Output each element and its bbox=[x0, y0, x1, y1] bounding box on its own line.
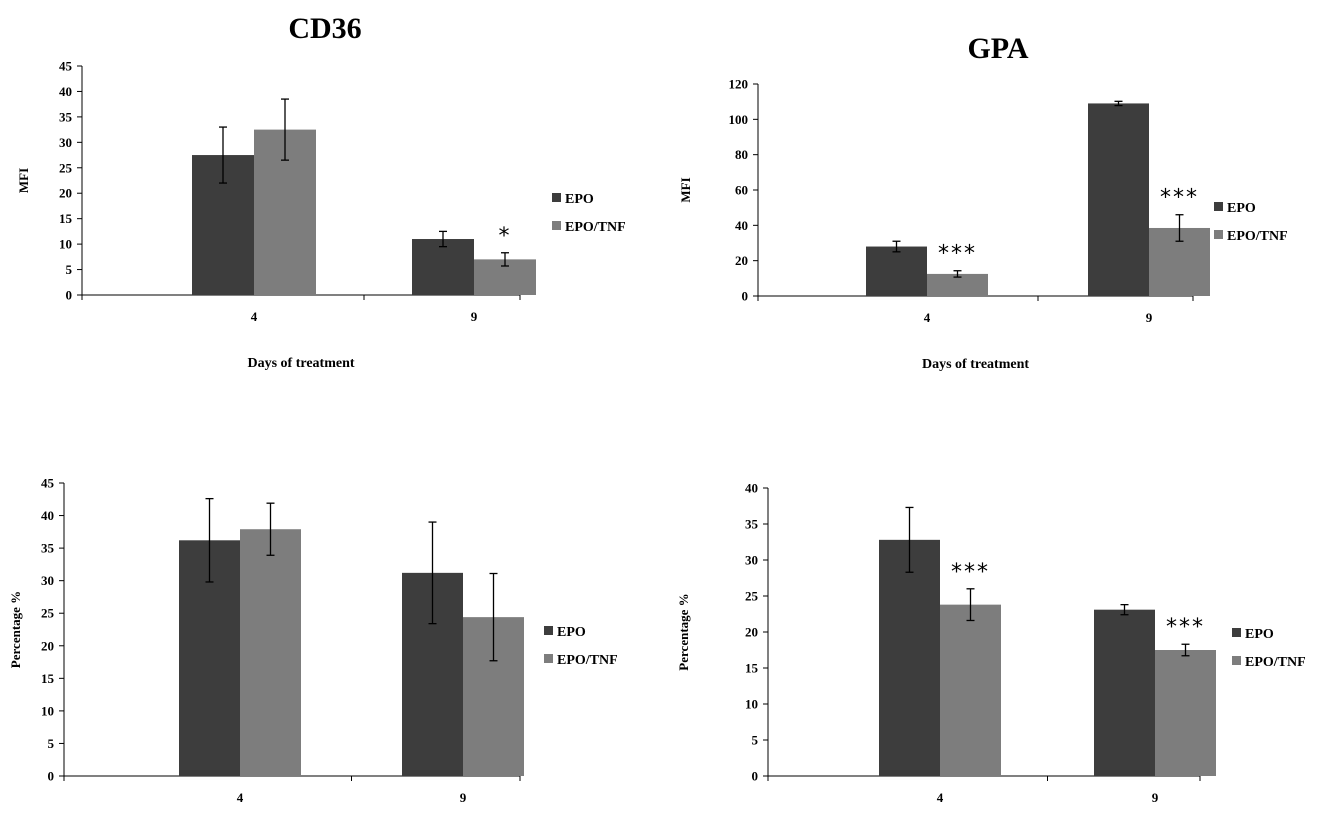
x-axis-label: Days of treatment bbox=[247, 356, 354, 371]
y-tick-label: 20 bbox=[735, 253, 748, 268]
y-tick-label: 30 bbox=[745, 553, 758, 568]
y-tick-label: 40 bbox=[59, 84, 72, 99]
y-tick-label: 25 bbox=[59, 160, 73, 175]
bar-epo-tnf-day-4 bbox=[927, 273, 988, 296]
chart-title: CD36 bbox=[288, 12, 361, 45]
x-tick-label: 4 bbox=[937, 790, 944, 805]
y-tick-label: 35 bbox=[59, 109, 73, 124]
legend-label: EPO/TNF bbox=[565, 220, 626, 235]
y-tick-label: 120 bbox=[729, 77, 749, 92]
y-tick-label: 25 bbox=[41, 606, 55, 621]
y-axis-label: Percentage % bbox=[676, 593, 691, 670]
legend-swatch bbox=[544, 626, 553, 635]
x-tick-label: 4 bbox=[924, 310, 931, 325]
chart-panel-cd36-percentage: 05101520253035404549Days of treatmentPer… bbox=[0, 420, 668, 820]
bar-epo-day-9 bbox=[1088, 103, 1149, 296]
significance-marker: *** bbox=[951, 560, 990, 585]
y-tick-label: 30 bbox=[41, 573, 54, 588]
y-tick-label: 15 bbox=[59, 211, 73, 226]
legend-label: EPO/TNF bbox=[1227, 229, 1288, 244]
y-tick-label: 80 bbox=[735, 147, 748, 162]
y-tick-label: 35 bbox=[745, 517, 759, 532]
y-axis-label: MFI bbox=[16, 168, 31, 193]
y-tick-label: 10 bbox=[745, 697, 758, 712]
y-tick-label: 15 bbox=[745, 661, 759, 676]
significance-marker: *** bbox=[1160, 186, 1199, 211]
y-tick-label: 100 bbox=[729, 112, 749, 127]
legend-swatch bbox=[1232, 628, 1241, 637]
significance-marker: *** bbox=[938, 242, 977, 267]
chart-cd36-percentage: 05101520253035404549Days of treatmentPer… bbox=[8, 476, 618, 806]
chart-cd36: CD36 0 5 10 15 20 25 30 35 40 45 4 9 * Days of treatme… bbox=[16, 12, 626, 371]
y-tick-label: 25 bbox=[745, 589, 759, 604]
y-tick-label: 10 bbox=[41, 703, 54, 718]
legend-swatch bbox=[544, 654, 553, 663]
y-tick-label: 0 bbox=[48, 769, 55, 784]
bar-epo-day-4 bbox=[879, 539, 940, 776]
y-tick-label: 45 bbox=[41, 476, 55, 491]
x-axis-label: Days of treatment bbox=[922, 357, 1029, 372]
y-tick-label: 45 bbox=[59, 59, 73, 74]
significance-marker: *** bbox=[1166, 615, 1205, 640]
y-tick-label: 40 bbox=[41, 508, 54, 523]
x-tick-label: 4 bbox=[251, 309, 258, 324]
legend-label: EPO/TNF bbox=[557, 653, 618, 668]
bar-epo-tnf-day-9 bbox=[1155, 650, 1216, 776]
x-tick-label: 9 bbox=[1146, 310, 1153, 325]
legend-label: EPO/TNF bbox=[1245, 655, 1306, 670]
legend-swatch bbox=[552, 221, 561, 230]
bar-epo-day-4 bbox=[866, 246, 927, 296]
bar-epo-day-9 bbox=[412, 239, 474, 295]
chart-panel-cd36: CD36 0 5 10 15 20 25 30 35 40 45 4 9 * Days of treatme… bbox=[0, 0, 668, 400]
y-tick-label: 5 bbox=[752, 733, 759, 748]
y-axis-label: MFI bbox=[678, 177, 693, 202]
y-tick-label: 20 bbox=[59, 186, 72, 201]
significance-marker: * bbox=[499, 224, 512, 249]
legend-swatch bbox=[1232, 656, 1241, 665]
y-tick-label: 60 bbox=[735, 183, 748, 198]
y-tick-label: 5 bbox=[66, 262, 73, 277]
legend-label: EPO bbox=[565, 192, 594, 207]
y-tick-label: 35 bbox=[41, 541, 55, 556]
legend-swatch bbox=[1214, 230, 1223, 239]
y-tick-label: 0 bbox=[66, 288, 73, 303]
legend-label: EPO bbox=[1227, 201, 1256, 216]
chart-gpa: GPA 0 20 40 60 80 100 120 4 9 *** *** Days of treatm… bbox=[678, 32, 1288, 372]
y-tick-label: 20 bbox=[745, 625, 758, 640]
legend-swatch bbox=[552, 193, 561, 202]
legend-label: EPO bbox=[557, 625, 586, 640]
bar-epo-day-9 bbox=[1094, 609, 1155, 776]
chart-panel-gpa: GPA 0 20 40 60 80 100 120 4 9 *** *** Days of treatm… bbox=[668, 0, 1336, 400]
y-tick-label: 15 bbox=[41, 671, 55, 686]
legend-swatch bbox=[1214, 202, 1223, 211]
bar-epo-tnf-day-4 bbox=[940, 604, 1001, 776]
y-tick-label: 30 bbox=[59, 135, 72, 150]
x-tick-label: 4 bbox=[237, 790, 244, 805]
y-tick-label: 20 bbox=[41, 638, 54, 653]
y-tick-label: 0 bbox=[742, 289, 749, 304]
legend-label: EPO bbox=[1245, 627, 1274, 642]
bar-epo-tnf-day-4 bbox=[240, 529, 301, 776]
x-tick-label: 9 bbox=[460, 790, 467, 805]
x-tick-label: 9 bbox=[1152, 790, 1159, 805]
y-tick-label: 40 bbox=[745, 481, 758, 496]
y-tick-label: 10 bbox=[59, 237, 72, 252]
x-tick-label: 9 bbox=[471, 309, 478, 324]
y-axis-label: Percentage % bbox=[8, 591, 23, 668]
chart-title: GPA bbox=[967, 32, 1028, 65]
y-tick-label: 0 bbox=[752, 769, 759, 784]
y-tick-label: 5 bbox=[48, 736, 55, 751]
y-tick-label: 40 bbox=[735, 218, 748, 233]
